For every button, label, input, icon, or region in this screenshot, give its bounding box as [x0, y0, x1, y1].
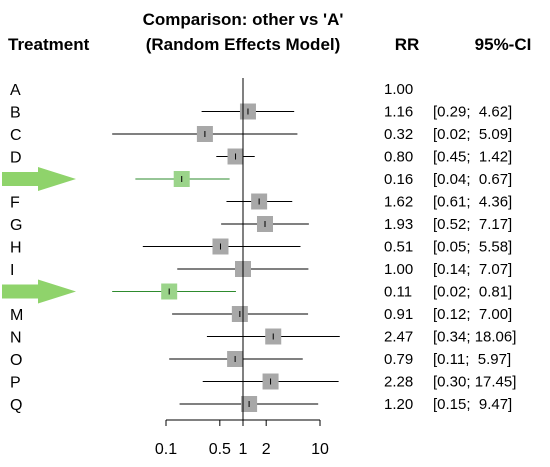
rr-header: RR [395, 35, 420, 54]
treatment-label: N [10, 330, 22, 347]
x-tick-label: 1 [239, 441, 248, 458]
ci-value: [0.52; 7.17] [433, 216, 512, 233]
rr-value: 1.00 [384, 81, 413, 98]
forest-row: M 0.91 [0.12; 7.00] [10, 306, 512, 324]
ci-value: [0.04; 0.67] [433, 171, 512, 188]
forest-row: Q 1.20 [0.15; 9.47] [10, 396, 512, 414]
forest-rows: A 1.00 B 1.16 [0.29; 4.62] C 0.32 [0.02; 5.09] D… [2, 81, 516, 414]
rr-value: 0.91 [384, 306, 413, 323]
forest-row: B 1.16 [0.29; 4.62] [10, 103, 512, 122]
treatment-label: A [10, 82, 21, 99]
rr-value: 2.28 [384, 374, 413, 391]
rr-value: 1.62 [384, 194, 413, 211]
rr-value: 0.79 [384, 351, 413, 368]
treatment-label: M [10, 307, 23, 324]
forest-row: O 0.79 [0.11; 5.97] [10, 351, 511, 369]
treatment-header: Treatment [8, 35, 90, 54]
ci-value: [0.02; 5.09] [433, 126, 512, 143]
rr-value: 0.80 [384, 149, 413, 166]
treatment-label: C [10, 127, 22, 144]
rr-value: 1.16 [384, 104, 413, 121]
ci-value: [0.30; 17.45] [433, 374, 516, 391]
ci-value: [0.34; 18.06] [433, 329, 516, 346]
ci-value: [0.12; 7.00] [433, 306, 512, 323]
rr-value: 1.00 [384, 261, 413, 278]
x-tick-label: 0.1 [155, 441, 177, 458]
forest-row: L0.11[0.02; 0.81] [2, 279, 512, 304]
forest-row: A 1.00 [10, 81, 413, 99]
forest-row: I 1.00 [0.14; 7.07] [10, 261, 512, 279]
highlight-arrow-icon [2, 167, 76, 191]
treatment-label: D [10, 150, 22, 167]
treatment-label: P [10, 375, 21, 392]
ci-value: [0.05; 5.58] [433, 239, 512, 256]
forest-row: D 0.80 [0.45; 1.42] [10, 148, 512, 167]
rr-value: 0.11 [384, 284, 412, 301]
rr-value: 1.20 [384, 396, 413, 413]
ci-value: [0.02; 0.81] [433, 284, 512, 301]
rr-value: 0.51 [384, 239, 413, 256]
rr-value: 2.47 [384, 329, 413, 346]
ci-header: 95%-CI [475, 35, 532, 54]
ci-value: [0.45; 1.42] [433, 149, 512, 166]
treatment-label: B [10, 105, 21, 122]
chart-title-line1: Comparison: other vs 'A' [143, 10, 344, 29]
forest-row: P 2.28 [0.30; 17.45] [10, 373, 516, 392]
forest-row: H 0.51 [0.05; 5.58] [10, 238, 512, 257]
forest-row: E0.16[0.04; 0.67] [2, 167, 512, 191]
x-axis: 0.1 0.5 1 2 10 [155, 78, 329, 458]
forest-row: G 1.93 [0.52; 7.17] [10, 216, 512, 234]
forest-row: N 2.47 [0.34; 18.06] [10, 328, 516, 347]
treatment-label: I [10, 262, 14, 279]
treatment-label: Q [10, 397, 22, 414]
rr-value: 0.32 [384, 126, 413, 143]
ci-value: [0.29; 4.62] [433, 104, 512, 121]
highlight-arrow-icon [2, 279, 76, 304]
ci-value: [0.11; 5.97] [433, 351, 511, 368]
rr-value: 1.93 [384, 216, 413, 233]
ci-value: [0.61; 4.36] [433, 194, 512, 211]
ci-value: [0.14; 7.07] [433, 261, 512, 278]
forest-row: F 1.62 [0.61; 4.36] [10, 193, 512, 212]
rr-value: 0.16 [384, 171, 413, 188]
chart-title-line2: (Random Effects Model) [146, 35, 341, 54]
x-tick-label: 2 [262, 441, 271, 458]
x-tick-label: 0.5 [209, 441, 231, 458]
x-tick-label: 10 [311, 441, 329, 458]
ci-value: [0.15; 9.47] [433, 396, 512, 413]
treatment-label: F [10, 195, 20, 212]
forest-row: C 0.32 [0.02; 5.09] [10, 126, 512, 144]
treatment-label: G [10, 217, 22, 234]
treatment-label: O [10, 352, 22, 369]
treatment-label: H [10, 240, 22, 257]
